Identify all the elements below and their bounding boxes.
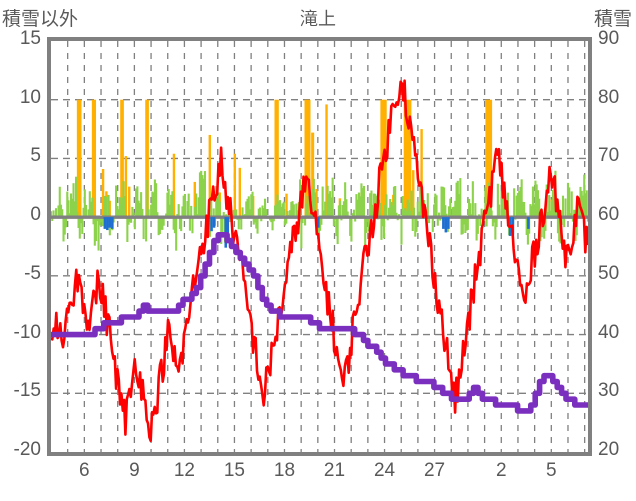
x-axis-tick: 5 [546, 460, 557, 481]
right-axis-tick: 50 [598, 262, 620, 284]
x-axis-tick: 2 [495, 460, 507, 481]
left-axis-tick: -10 [13, 321, 41, 343]
right-axis-tick: 40 [598, 321, 620, 343]
temperature-line [51, 79, 588, 443]
chart-title: 滝上 [300, 9, 336, 29]
right-axis-tick: 70 [598, 145, 620, 167]
x-axis-tick: 21 [323, 460, 346, 481]
snow-depth-line [51, 232, 588, 414]
left-axis-tick: 5 [30, 145, 41, 167]
plot-area [47, 37, 592, 456]
x-axis-tick: 18 [273, 460, 296, 481]
right-axis-tick: 20 [598, 439, 620, 460]
left-axis-title: 積雪以外 [2, 9, 79, 30]
x-axis-tick: 15 [223, 460, 245, 481]
left-axis-tick: -20 [13, 439, 41, 460]
left-axis-tick: -15 [13, 380, 41, 402]
x-axis-tick: 24 [373, 460, 396, 481]
right-axis-title: 積雪 [593, 9, 632, 30]
left-axis-tick: 10 [19, 86, 41, 108]
left-axis-tick: 15 [19, 28, 41, 49]
right-axis-tick: 90 [598, 28, 620, 49]
x-axis-tick: 6 [79, 460, 90, 481]
right-axis-tick: 30 [598, 380, 620, 402]
left-axis-tick: 0 [30, 204, 41, 226]
right-axis-tick: 60 [598, 204, 620, 226]
right-axis-tick: 80 [598, 86, 620, 108]
x-axis-tick: 27 [423, 460, 446, 481]
x-axis-tick: 9 [129, 460, 140, 481]
x-axis-tick: 12 [173, 460, 195, 481]
left-axis-tick: -5 [24, 262, 41, 284]
